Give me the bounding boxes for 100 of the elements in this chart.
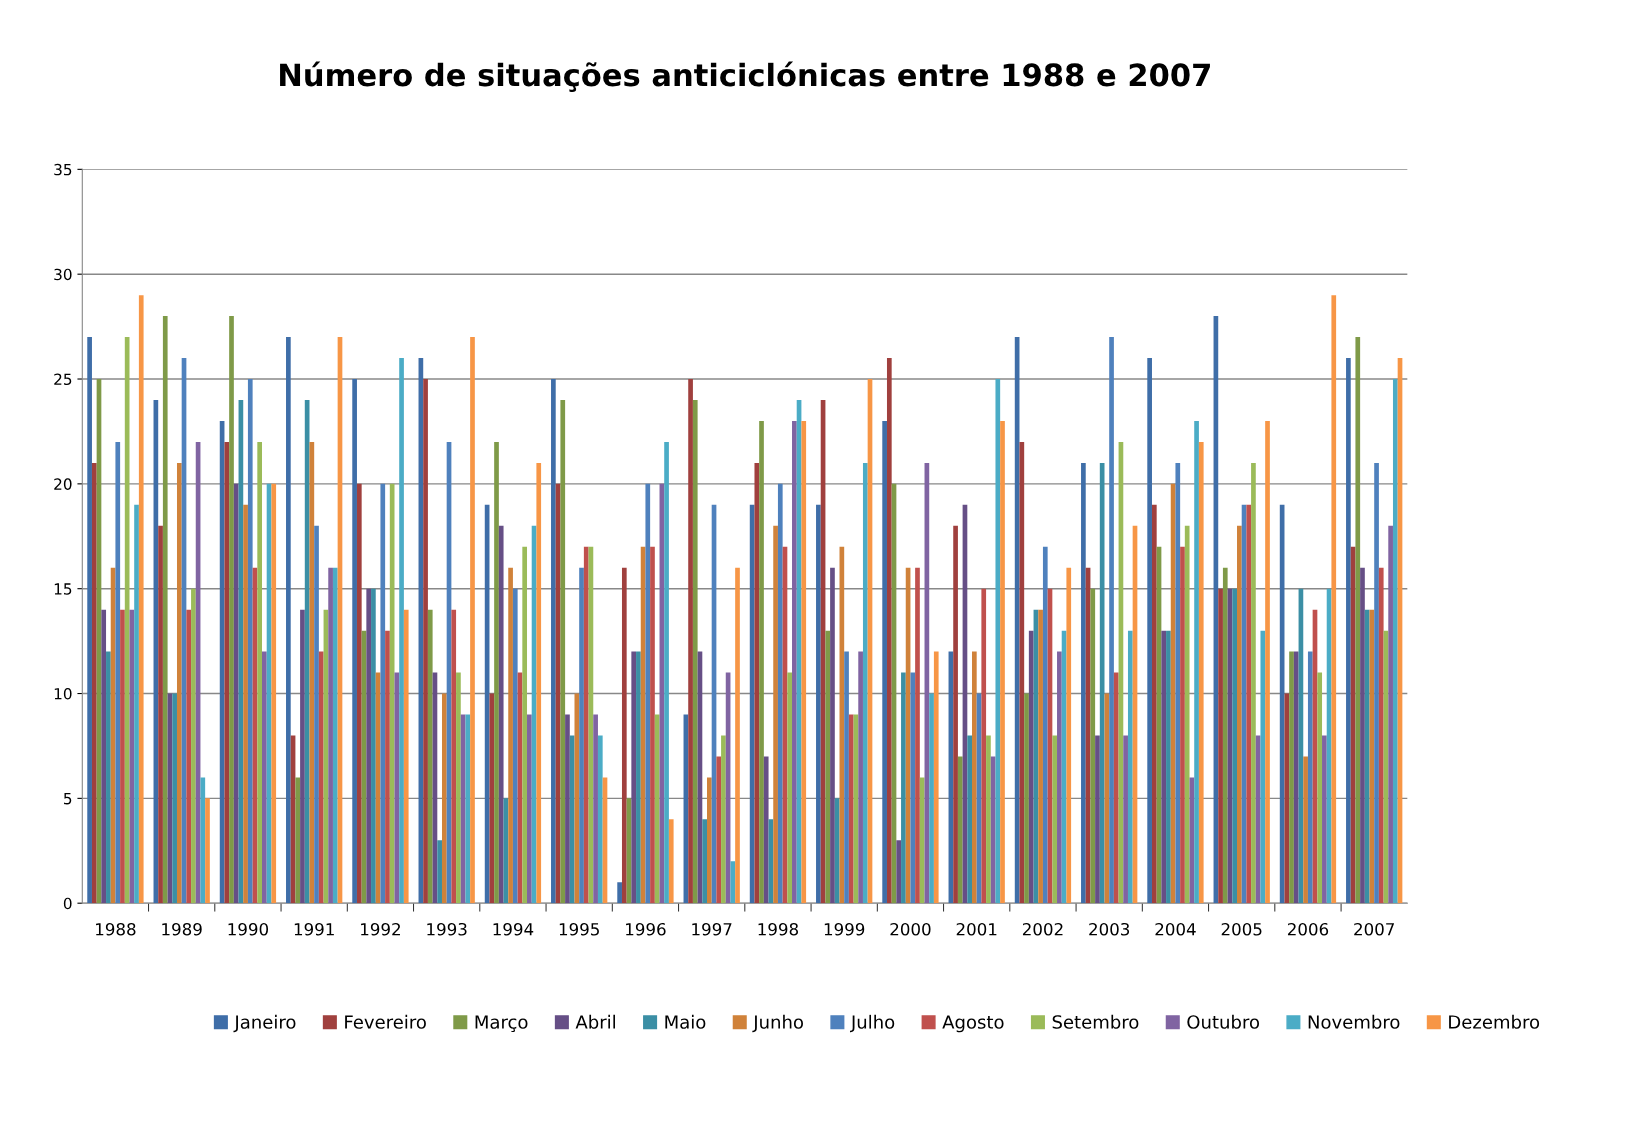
legend-label: Março bbox=[475, 1015, 528, 1033]
bar bbox=[551, 379, 556, 904]
bar bbox=[1284, 693, 1290, 904]
y-tick-label: 20 bbox=[54, 478, 72, 490]
bar bbox=[332, 567, 338, 904]
bar bbox=[1057, 651, 1062, 904]
y-tick-label: 35 bbox=[54, 163, 72, 176]
bar bbox=[1218, 588, 1223, 904]
y-tick-label: 5 bbox=[64, 793, 72, 805]
bar bbox=[901, 672, 906, 904]
bar bbox=[1019, 441, 1025, 904]
bar bbox=[1095, 735, 1100, 904]
x-tick-label: 2002 bbox=[1022, 922, 1063, 936]
legend-label: Dezembro bbox=[1449, 1014, 1540, 1029]
legend-label: Novembro bbox=[1308, 1014, 1400, 1029]
bar bbox=[1066, 567, 1072, 904]
bar bbox=[494, 441, 499, 904]
bar bbox=[1388, 525, 1393, 904]
bar bbox=[848, 714, 854, 904]
x-tick-label: 2006 bbox=[1287, 922, 1329, 936]
bar bbox=[536, 462, 542, 904]
bar bbox=[702, 819, 707, 904]
bar bbox=[1161, 630, 1167, 904]
bar bbox=[106, 651, 111, 904]
x-tick-label: 2000 bbox=[890, 922, 931, 936]
bar bbox=[498, 525, 504, 904]
bar bbox=[801, 420, 807, 904]
x-tick-label: 1997 bbox=[692, 922, 732, 936]
bar bbox=[456, 672, 461, 904]
bar bbox=[91, 462, 97, 904]
x-tick-label: 2007 bbox=[1354, 922, 1394, 936]
legend-label: Agosto bbox=[942, 1015, 1004, 1033]
bar bbox=[862, 462, 868, 904]
bar bbox=[1307, 651, 1313, 904]
bar bbox=[403, 609, 409, 904]
bar bbox=[1222, 567, 1228, 904]
bar bbox=[617, 882, 622, 904]
y-tick-label: 30 bbox=[54, 268, 72, 281]
bar bbox=[1180, 546, 1185, 904]
bar bbox=[597, 735, 603, 904]
bar bbox=[654, 714, 660, 904]
bar bbox=[1123, 735, 1128, 904]
bar bbox=[427, 609, 433, 904]
x-tick-label: 2005 bbox=[1221, 922, 1262, 936]
bar bbox=[929, 693, 934, 904]
bar bbox=[565, 714, 570, 904]
bar bbox=[844, 651, 849, 904]
x-tick-label: 1992 bbox=[361, 922, 400, 936]
bar bbox=[1303, 756, 1308, 904]
bar bbox=[200, 777, 206, 904]
bar bbox=[636, 651, 641, 904]
bar bbox=[839, 546, 845, 904]
bar bbox=[953, 525, 958, 904]
bar bbox=[664, 441, 669, 904]
bar bbox=[759, 420, 764, 904]
x-tick-label: 1996 bbox=[626, 922, 666, 936]
y-tick-label: 25 bbox=[54, 373, 72, 386]
x-tick-label: 2003 bbox=[1089, 922, 1130, 936]
bar bbox=[560, 399, 566, 904]
x-tick-label: 1988 bbox=[96, 922, 136, 936]
bar bbox=[1289, 651, 1294, 904]
bar bbox=[668, 819, 674, 904]
bar bbox=[1151, 504, 1157, 904]
bar bbox=[229, 316, 234, 904]
bar bbox=[1113, 672, 1119, 904]
bar bbox=[465, 714, 471, 904]
bar bbox=[792, 420, 797, 904]
bar bbox=[1198, 441, 1204, 904]
bar bbox=[356, 483, 362, 904]
x-tick-label: 1989 bbox=[162, 922, 202, 936]
x-tick-label: 1999 bbox=[824, 922, 865, 936]
bar bbox=[1038, 609, 1043, 904]
bar bbox=[915, 567, 920, 904]
bar bbox=[1042, 546, 1048, 904]
bar bbox=[787, 672, 793, 904]
bar bbox=[205, 798, 210, 904]
bar bbox=[87, 337, 92, 904]
bar bbox=[371, 588, 376, 904]
bar bbox=[124, 337, 130, 904]
bar bbox=[1081, 462, 1086, 904]
bar bbox=[1293, 651, 1299, 904]
bar bbox=[882, 420, 887, 904]
bar bbox=[191, 588, 196, 904]
bar bbox=[763, 756, 769, 904]
bar bbox=[650, 546, 655, 904]
bar bbox=[527, 714, 532, 904]
bar bbox=[777, 483, 783, 904]
bar bbox=[318, 651, 324, 904]
bar bbox=[366, 588, 372, 904]
bar bbox=[328, 567, 333, 904]
bar bbox=[1251, 462, 1256, 904]
x-tick-label: 1998 bbox=[758, 922, 799, 936]
bar bbox=[257, 441, 263, 904]
bar bbox=[621, 567, 627, 904]
bar bbox=[972, 651, 977, 904]
bar bbox=[172, 693, 177, 904]
bar bbox=[574, 693, 580, 904]
bar bbox=[1099, 462, 1105, 904]
bar bbox=[754, 462, 760, 904]
bar bbox=[247, 379, 253, 904]
